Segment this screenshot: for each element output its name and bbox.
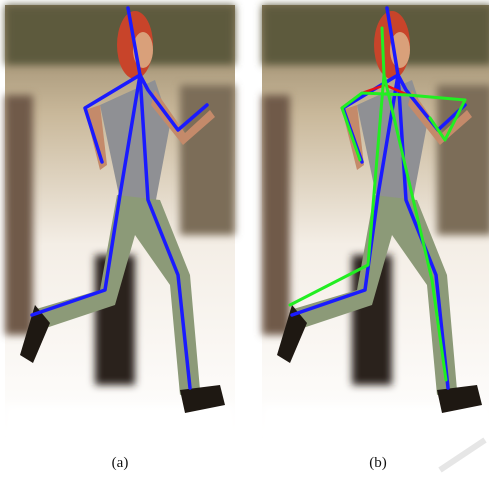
panel-a-image: [5, 5, 235, 441]
page: (a) (b) (() => { const data = JSON.parse…: [0, 0, 489, 477]
figure: (a) (b): [0, 0, 489, 477]
decoration: [440, 440, 485, 470]
caption: (a): [112, 455, 129, 471]
caption: (b): [369, 455, 387, 471]
